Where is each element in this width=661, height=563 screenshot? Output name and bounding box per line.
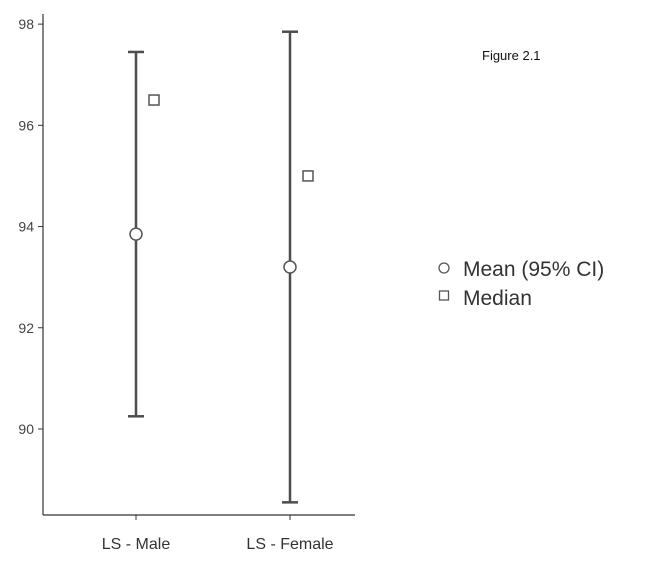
y-tick-label: 98	[18, 16, 34, 32]
legend-mean-label: Mean (95% CI)	[463, 258, 604, 281]
mean-point	[283, 260, 297, 274]
chart-legend: Mean (95% CI) Median	[438, 258, 604, 310]
legend-mean-marker	[438, 262, 450, 274]
y-tick-label: 96	[18, 117, 34, 133]
x-tick-label: LS - Female	[246, 536, 333, 553]
chart-marks	[128, 30, 314, 504]
legend-median-marker	[438, 290, 450, 301]
y-tick-label: 90	[18, 421, 34, 437]
y-tick-label: 92	[18, 320, 34, 336]
legend-median-label: Median	[463, 287, 532, 310]
chart-axes	[42, 14, 355, 516]
median-point	[148, 94, 160, 106]
y-axis-ticks: 90 92 94 96 98	[18, 16, 43, 437]
x-axis-categories: LS - Male LS - Female	[102, 515, 334, 553]
mean-point	[129, 227, 143, 241]
median-point	[302, 170, 314, 182]
y-tick-label: 94	[18, 219, 34, 235]
x-tick-label: LS - Male	[102, 536, 171, 553]
figure-label: Figure 2.1	[482, 48, 541, 63]
